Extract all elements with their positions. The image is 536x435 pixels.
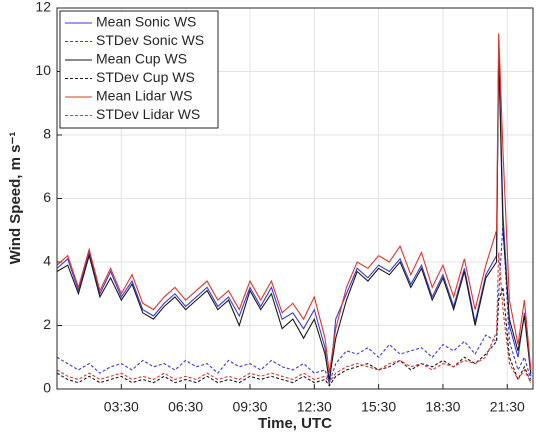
x-tick-label: 12:30 (297, 399, 332, 415)
series-line (56, 46, 532, 386)
legend-label: STDev Lidar WS (96, 106, 200, 122)
y-tick-label: 10 (35, 62, 51, 78)
y-tick-label: 8 (43, 126, 51, 142)
x-tick-label: 03:30 (104, 399, 139, 415)
y-tick-label: 6 (43, 189, 51, 205)
legend-box (59, 10, 219, 129)
y-tick-label: 0 (43, 380, 51, 396)
series-line (56, 52, 532, 380)
series-line (56, 252, 532, 384)
legend-label: Mean Cup WS (96, 51, 187, 67)
x-tick-label: 06:30 (168, 399, 203, 415)
series-line (56, 287, 532, 387)
series-line (56, 33, 532, 374)
x-tick-label: 15:30 (361, 399, 396, 415)
x-axis-title: Time, UTC (258, 415, 332, 432)
plot-frame (56, 7, 534, 390)
series-line (56, 223, 532, 385)
legend-label: Mean Lidar WS (96, 88, 192, 104)
legend: Mean Sonic WS STDev Sonic WS Mean Cup WS ST… (59, 10, 219, 129)
y-axis-title: Wind Speed, m s⁻¹ (7, 132, 24, 265)
legend-label: STDev Cup WS (96, 69, 195, 85)
x-tick-label: 18:30 (425, 399, 460, 415)
x-tick-label: 09:30 (232, 399, 267, 415)
y-tick-label: 12 (35, 0, 51, 15)
legend-label: Mean Sonic WS (96, 14, 196, 30)
x-tick-label: 21:30 (490, 399, 525, 415)
y-tick-label: 4 (43, 253, 51, 269)
y-tick-label: 2 (43, 316, 51, 332)
legend-label: STDev Sonic WS (96, 32, 204, 48)
